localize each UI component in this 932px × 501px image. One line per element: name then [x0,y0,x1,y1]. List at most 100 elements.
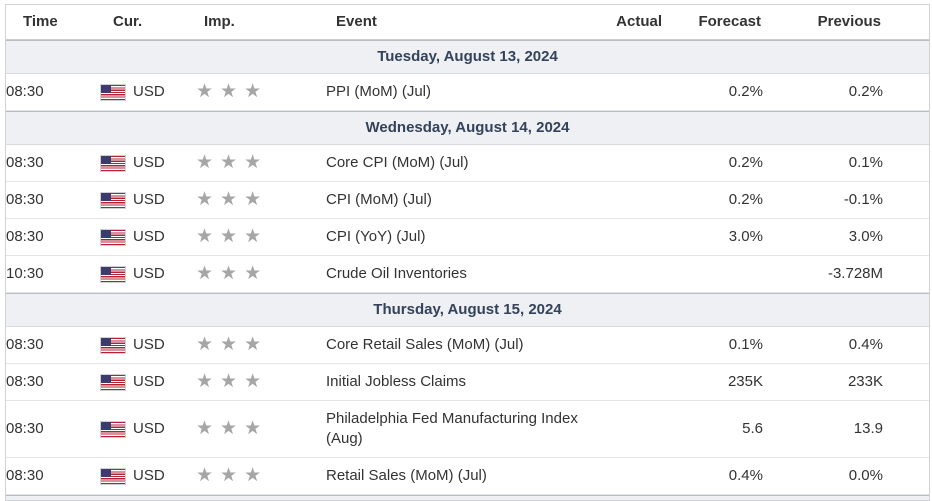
row-spacer [883,145,929,183]
actual-value [601,145,664,183]
column-header-actual: Actual [601,5,664,40]
previous-value: 0.1% [763,145,883,183]
row-spacer [883,401,929,459]
currency-label: USD [133,467,165,485]
currency-label: USD [133,420,165,438]
actual-value [601,327,664,365]
previous-value: 0.2% [763,74,883,112]
date-label: Wednesday, August 14, 2024 [365,119,570,137]
economic-calendar-table: Time Cur. Imp. Event Actual Forecast Pre… [6,5,929,496]
importance-stars-icon: ★★★ [196,189,269,211]
event-row: 08:30 USD ★★★ CPI (MoM) (Jul) 0.2% -0.1% [6,182,929,220]
event-link[interactable]: Crude Oil Inventories [326,265,467,283]
row-spacer [883,364,929,402]
forecast-value: 5.6 [664,401,763,459]
actual-value [601,182,664,220]
event-time: 10:30 [6,256,101,294]
importance-stars-icon: ★★★ [196,263,269,285]
event-link[interactable]: Core CPI (MoM) (Jul) [326,154,469,172]
row-spacer [883,458,929,496]
table-header: Time Cur. Imp. Event Actual Forecast Pre… [6,5,929,40]
event-row: 10:30 USD ★★★ Crude Oil Inventories -3.7… [6,256,929,294]
row-spacer [883,327,929,365]
previous-value: -3.728M [763,256,883,294]
forecast-value: 0.2% [664,145,763,183]
importance-stars-icon: ★★★ [196,152,269,174]
importance-stars-icon: ★★★ [196,371,269,393]
actual-value [601,458,664,496]
currency-label: USD [133,373,165,391]
forecast-value: 0.1% [664,327,763,365]
us-flag-icon [101,337,125,353]
forecast-value: 0.4% [664,458,763,496]
forecast-value: 0.2% [664,74,763,112]
previous-value: 233K [763,364,883,402]
currency-label: USD [133,83,165,101]
economic-calendar: Time Cur. Imp. Event Actual Forecast Pre… [5,4,930,501]
column-header-forecast: Forecast [664,5,763,40]
next-date-row-partial [6,495,929,501]
us-flag-icon [101,266,125,282]
event-link[interactable]: Retail Sales (MoM) (Jul) [326,467,487,485]
event-row: 08:30 USD ★★★ PPI (MoM) (Jul) 0.2% 0.2% [6,74,929,112]
column-header-spacer [883,5,929,40]
actual-value [601,401,664,459]
previous-value: -0.1% [763,182,883,220]
importance-stars-icon: ★★★ [196,81,269,103]
column-header-time: Time [6,5,101,40]
event-row: 08:30 USD ★★★ Initial Jobless Claims 235… [6,364,929,402]
us-flag-icon [101,155,125,171]
event-link[interactable]: PPI (MoM) (Jul) [326,83,431,101]
currency-label: USD [133,191,165,209]
actual-value [601,364,664,402]
currency-label: USD [133,228,165,246]
event-time: 08:30 [6,182,101,220]
event-time: 08:30 [6,145,101,183]
row-spacer [883,256,929,294]
event-link[interactable]: CPI (MoM) (Jul) [326,191,432,209]
event-time: 08:30 [6,458,101,496]
event-link[interactable]: Philadelphia Fed Manufacturing Index (Au… [326,410,578,448]
event-time: 08:30 [6,219,101,257]
importance-stars-icon: ★★★ [196,334,269,356]
event-row: 08:30 USD ★★★ Core Retail Sales (MoM) (J… [6,327,929,365]
column-header-event: Event [326,5,601,40]
forecast-value [664,256,763,294]
us-flag-icon [101,229,125,245]
us-flag-icon [101,374,125,390]
column-header-currency: Cur. [101,5,196,40]
previous-value: 0.0% [763,458,883,496]
us-flag-icon [101,468,125,484]
currency-label: USD [133,265,165,283]
importance-stars-icon: ★★★ [196,226,269,248]
previous-value: 13.9 [763,401,883,459]
date-header-row: Thursday, August 15, 2024 [6,293,929,328]
event-link[interactable]: Initial Jobless Claims [326,373,467,391]
importance-stars-icon: ★★★ [196,418,269,440]
us-flag-icon [101,192,125,208]
previous-value: 3.0% [763,219,883,257]
forecast-value: 3.0% [664,219,763,257]
forecast-value: 235K [664,364,763,402]
event-time: 08:30 [6,74,101,112]
importance-stars-icon: ★★★ [196,465,269,487]
event-link[interactable]: CPI (YoY) (Jul) [326,228,426,246]
event-link[interactable]: Core Retail Sales (MoM) (Jul) [326,336,524,354]
actual-value [601,74,664,112]
row-spacer [883,74,929,112]
event-time: 08:30 [6,327,101,365]
date-header-row: Tuesday, August 13, 2024 [6,40,929,74]
event-row: 08:30 USD ★★★ Core CPI (MoM) (Jul) 0.2% … [6,145,929,183]
row-spacer [883,219,929,257]
column-header-previous: Previous [763,5,883,40]
event-time: 08:30 [6,364,101,402]
forecast-value: 0.2% [664,182,763,220]
date-label: Thursday, August 15, 2024 [373,301,562,319]
event-time: 08:30 [6,401,101,459]
actual-value [601,256,664,294]
us-flag-icon [101,421,125,437]
date-header-row: Wednesday, August 14, 2024 [6,111,929,146]
column-header-importance: Imp. [196,5,326,40]
actual-value [601,219,664,257]
event-row: 08:30 USD ★★★ Philadelphia Fed Manufactu… [6,401,929,459]
